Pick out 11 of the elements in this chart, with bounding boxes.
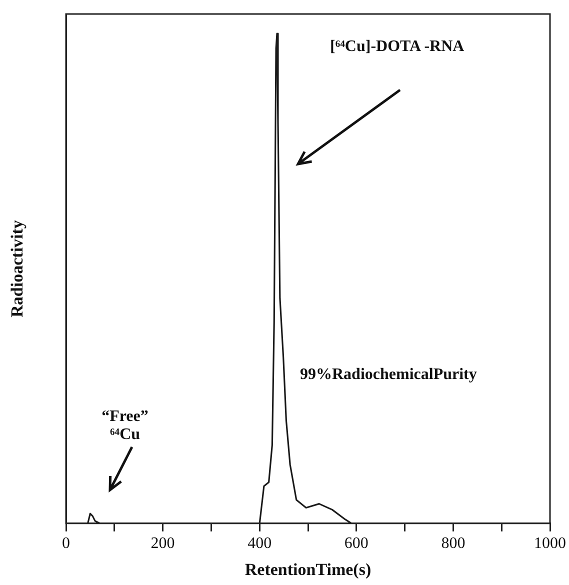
x-tick-label: 0	[62, 535, 70, 552]
y-axis-title: Radioactivity	[8, 220, 27, 318]
x-tick-label: 1000	[534, 535, 566, 552]
x-tick-label: 200	[150, 535, 175, 552]
x-tick-label: 600	[344, 535, 368, 552]
annotation: 99%RadiochemicalPurity	[300, 366, 478, 384]
annotation: [⁶⁴Cu]-DOTA -RNA	[330, 38, 466, 56]
x-axis-title: RetentionTime(s)	[244, 560, 372, 580]
annotation: “Free” ⁶⁴Cu	[100, 408, 150, 444]
x-tick-label: 800	[441, 535, 466, 552]
x-tick-label: 400	[248, 535, 272, 552]
